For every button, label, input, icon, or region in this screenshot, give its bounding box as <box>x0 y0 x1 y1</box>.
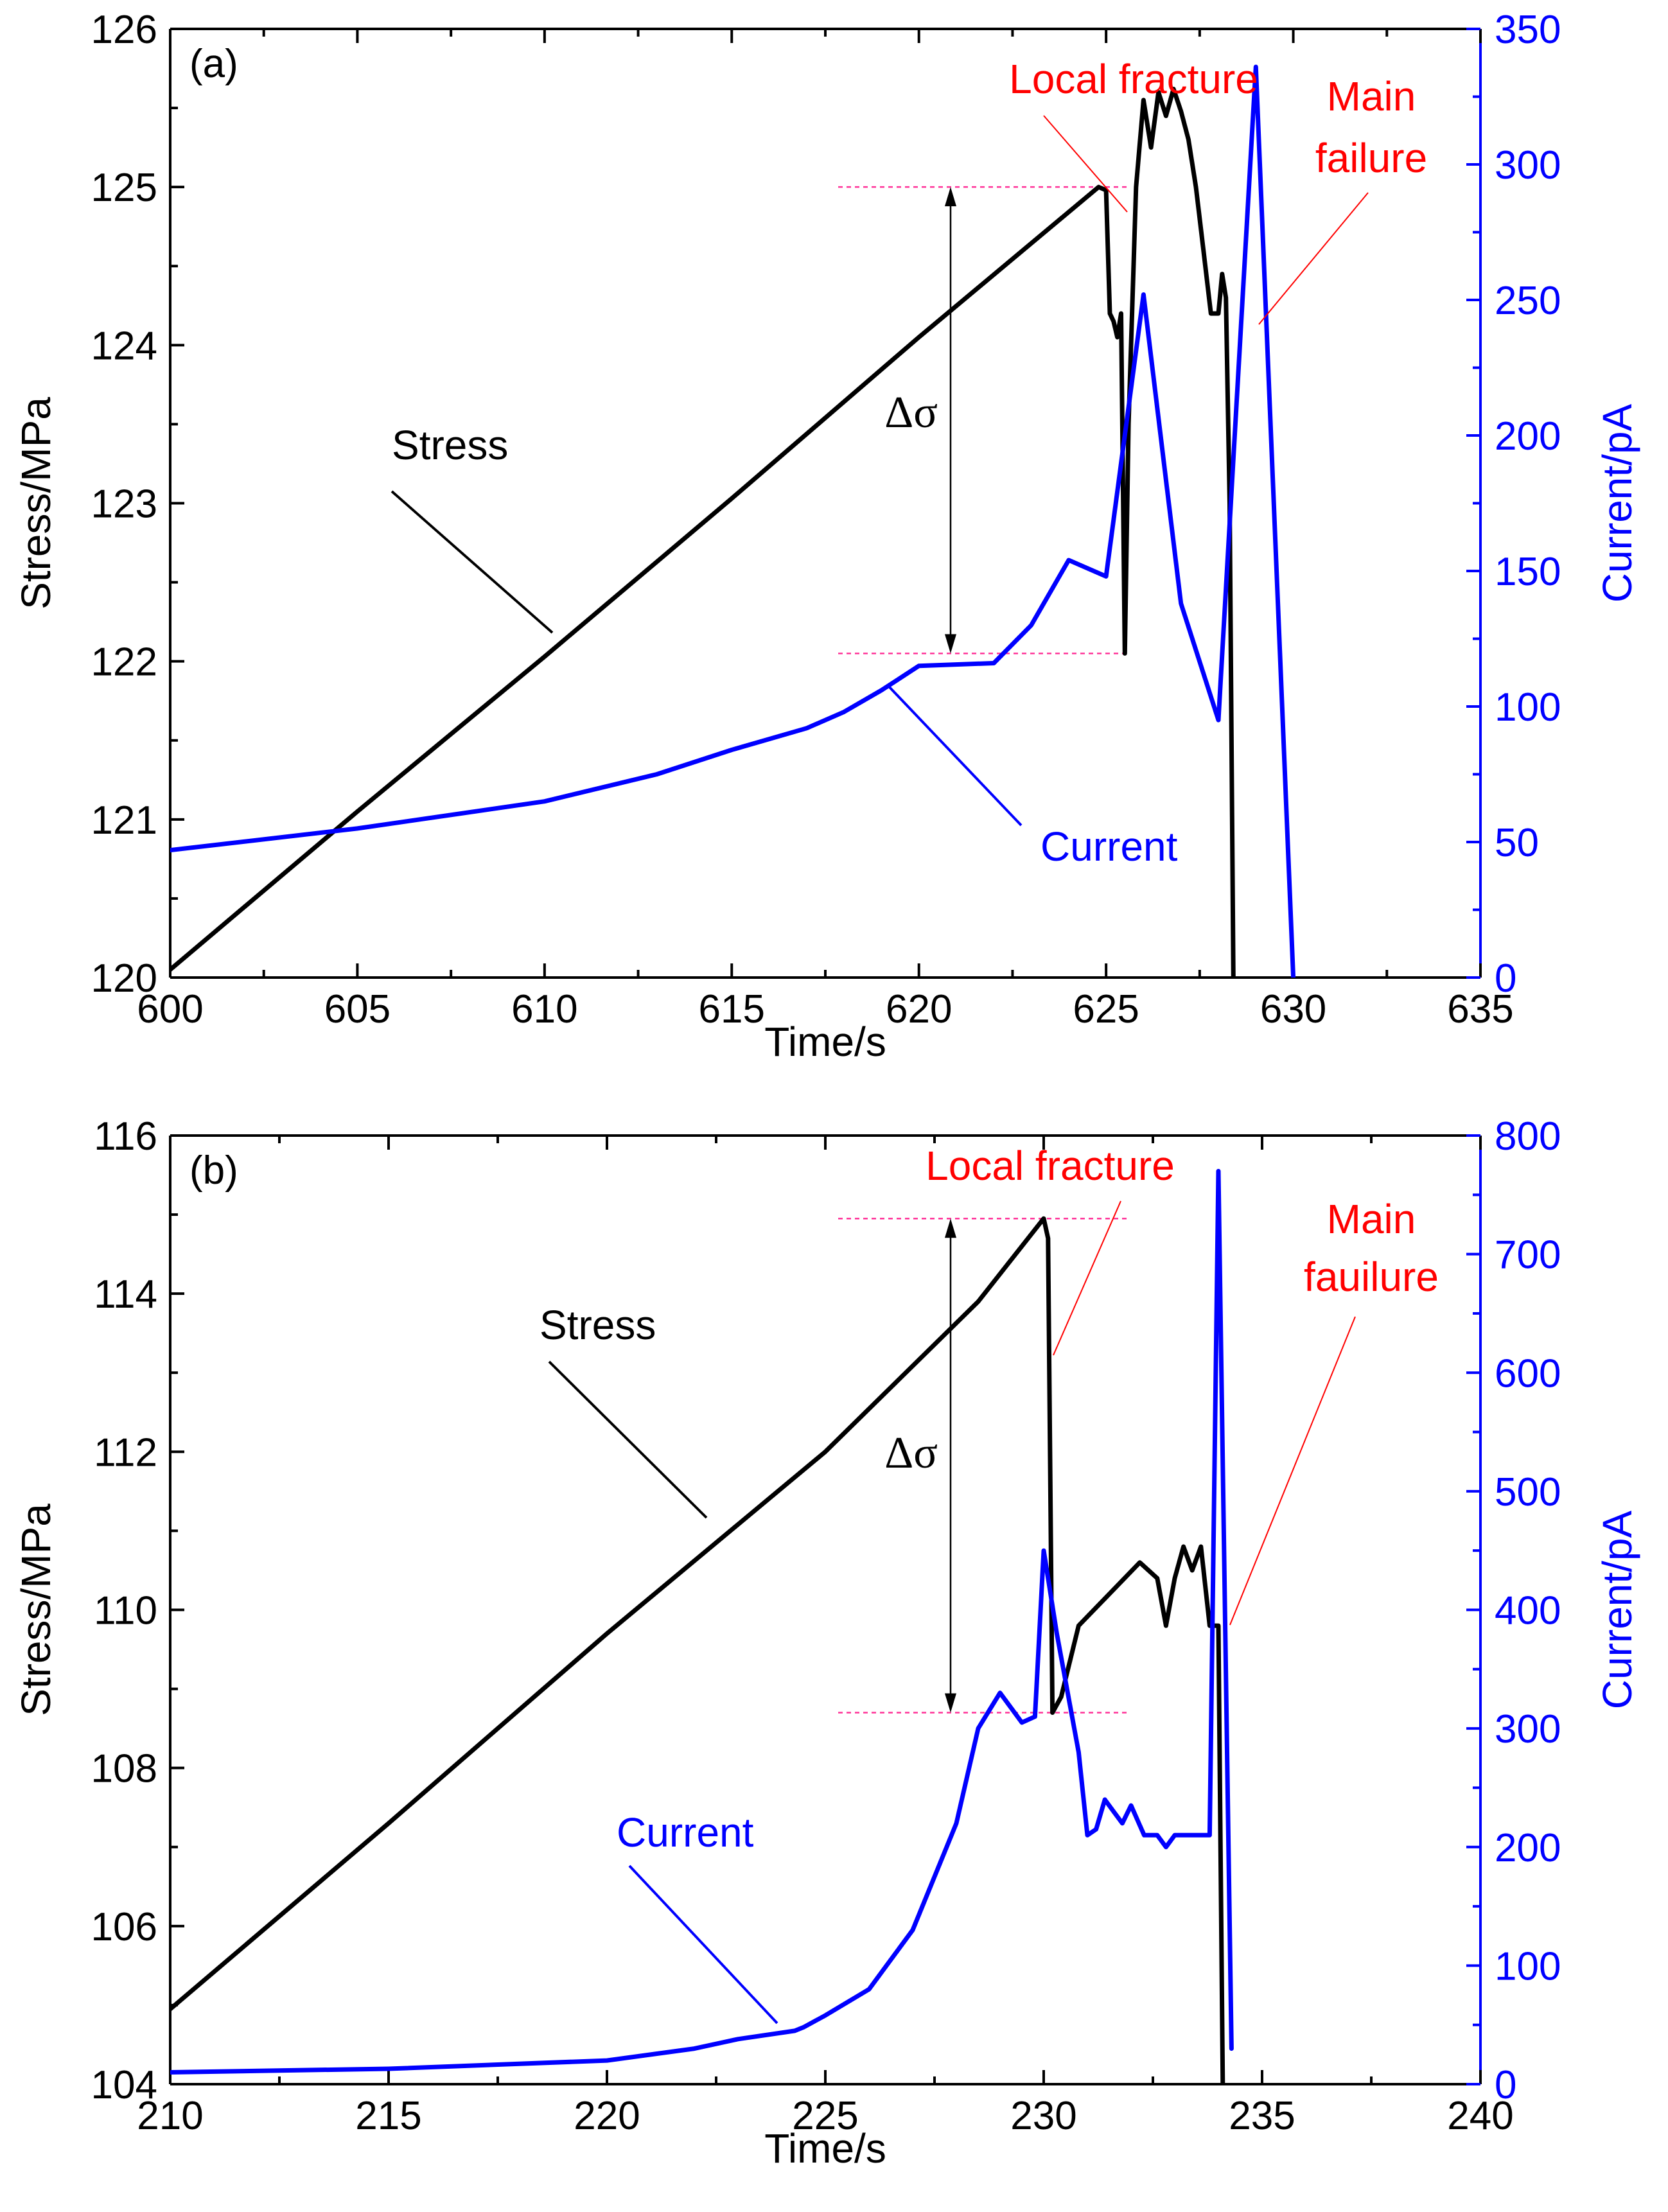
y-left-tick-label: 112 <box>94 1430 157 1475</box>
y-right-axis-title: Current/pA <box>1594 1510 1640 1709</box>
x-axis-title: Time/s <box>764 1019 886 1065</box>
current-annotation: Current <box>617 1809 754 1856</box>
chart-panel-2: 210 215 220 225 230 235 240 104 106 108 110 112 114 1… <box>13 1114 1640 2172</box>
y-right-tick-label: 0 <box>1495 2063 1516 2107</box>
y-left-tick-label: 106 <box>91 1905 157 1949</box>
stress-leader-line <box>391 490 554 634</box>
main-failure-annotation-line1: Main <box>1327 73 1416 119</box>
x-tick-label: 220 <box>574 2094 640 2138</box>
y-left-tick-label: 120 <box>91 956 157 1001</box>
delta-sigma-label: Δσ <box>884 1428 938 1478</box>
y-left-tick-label: 125 <box>91 166 157 210</box>
delta-sigma-label: Δσ <box>884 388 938 437</box>
y-right-tick-label: 100 <box>1495 1944 1561 1988</box>
stress-annotation: Stress <box>392 422 508 468</box>
y-left-axis-title: Stress/MPa <box>13 397 59 610</box>
series-line-current <box>170 1168 1234 2075</box>
stress-annotation: Stress <box>540 1302 656 1348</box>
y-left-tick-label: 104 <box>91 2063 157 2107</box>
current-leader-line <box>888 686 1023 827</box>
x-tick-label: 615 <box>699 987 765 1031</box>
y-right-tick-label: 500 <box>1495 1470 1561 1514</box>
y-right-tick-label: 400 <box>1495 1589 1561 1633</box>
y-right-axis-title: Current/pA <box>1594 403 1640 602</box>
current-annotation: Current <box>1040 823 1178 870</box>
x-tick-label: 210 <box>137 2094 203 2138</box>
y-left-axis-title: Stress/MPa <box>13 1504 59 1716</box>
x-axis-title: Time/s <box>764 2125 886 2172</box>
y-right-tick-label: 250 <box>1495 279 1561 323</box>
x-tick-label: 600 <box>137 987 203 1031</box>
x-tick-label: 225 <box>792 2094 858 2138</box>
y-left-tick-label: 126 <box>91 8 157 52</box>
x-tick-label: 630 <box>1260 987 1326 1031</box>
main-failure-annotation-line1: Main <box>1327 1196 1416 1242</box>
y-right-tick-label: 300 <box>1495 143 1561 188</box>
local-fracture-leader-line <box>1043 115 1128 213</box>
y-left-tick-label: 124 <box>91 324 157 368</box>
y-right-tick-label: 300 <box>1495 1707 1561 1751</box>
y-left-tick-label: 108 <box>91 1747 157 1791</box>
y-right-tick-label: 100 <box>1495 685 1561 730</box>
delta-arrowhead-top <box>945 1218 956 1238</box>
x-tick-label: 610 <box>511 987 577 1031</box>
x-tick-label: 235 <box>1229 2094 1295 2138</box>
y-right-tick-label: 700 <box>1495 1233 1561 1277</box>
x-tick-label: 625 <box>1073 987 1139 1031</box>
series-line-stress <box>170 87 1236 978</box>
x-tick-label: 240 <box>1447 2094 1513 2138</box>
local-fracture-annotation: Local fracture <box>1009 56 1258 102</box>
y-right-tick-label: 600 <box>1495 1351 1561 1396</box>
local-fracture-leader-line <box>1053 1200 1121 1356</box>
chart-panel-1: 600 605 610 615 620 625 630 635 120 121 122 123 124 1… <box>13 8 1640 1065</box>
plot-area <box>170 64 1296 978</box>
panel-label: (a) <box>189 42 238 86</box>
panel-label: (b) <box>189 1148 238 1193</box>
delta-arrowhead-bottom <box>945 634 956 654</box>
y-right-tick-label: 50 <box>1495 821 1539 865</box>
y-left-tick-label: 114 <box>94 1272 157 1317</box>
local-fracture-annotation: Local fracture <box>926 1143 1175 1189</box>
main-failure-annotation-line2: fauilure <box>1304 1254 1439 1300</box>
y-right-tick-label: 200 <box>1495 1826 1561 1870</box>
y-left-tick-label: 116 <box>94 1114 157 1159</box>
y-right-tick-label: 0 <box>1495 956 1516 1001</box>
y-right-tick-label: 350 <box>1495 8 1561 52</box>
x-tick-label: 635 <box>1447 987 1513 1031</box>
main-failure-annotation-line2: failure <box>1315 135 1427 181</box>
series-line-current <box>170 64 1296 978</box>
y-right-tick-label: 200 <box>1495 414 1561 459</box>
x-tick-label: 605 <box>324 987 391 1031</box>
stress-leader-line <box>548 1360 708 1519</box>
y-left-tick-label: 110 <box>94 1589 157 1633</box>
series-line-stress <box>170 1216 1225 2084</box>
delta-arrowhead-bottom <box>945 1693 956 1713</box>
main-failure-leader-line <box>1229 1316 1356 1626</box>
y-right-tick-label: 150 <box>1495 550 1561 594</box>
y-right-tick-label: 800 <box>1495 1114 1561 1159</box>
plot-area <box>170 1168 1234 2084</box>
x-tick-label: 215 <box>355 2094 421 2138</box>
x-tick-label: 230 <box>1010 2094 1076 2138</box>
x-tick-label: 620 <box>886 987 952 1031</box>
y-left-tick-label: 122 <box>91 640 157 685</box>
delta-arrowhead-top <box>945 187 956 207</box>
y-left-tick-label: 121 <box>91 798 157 843</box>
y-left-tick-label: 123 <box>91 482 157 527</box>
main-failure-leader-line <box>1258 192 1369 325</box>
current-leader-line <box>628 1865 778 2024</box>
